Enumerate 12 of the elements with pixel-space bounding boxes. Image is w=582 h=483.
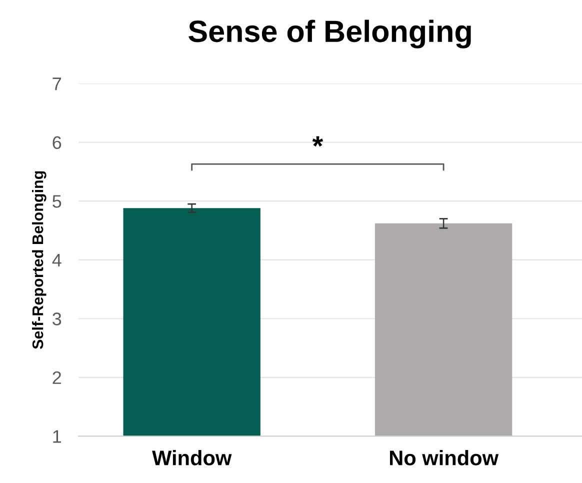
y-tick-label: 4 <box>52 254 62 266</box>
chart-title: Sense of Belonging <box>188 20 471 48</box>
x-tick-label: Window <box>152 450 232 466</box>
y-tick-label: 3 <box>52 312 62 326</box>
y-tick-label: 7 <box>52 78 61 90</box>
y-tick-label: 5 <box>52 195 62 208</box>
y-tick-label: 1 <box>53 430 62 443</box>
y-tick-label: 6 <box>52 136 62 150</box>
annotation: * <box>312 136 324 147</box>
x-tick-label: No window <box>390 450 499 466</box>
y-tick-label: 2 <box>52 371 61 384</box>
y-axis-title: Self-Reported Belonging <box>32 171 46 349</box>
